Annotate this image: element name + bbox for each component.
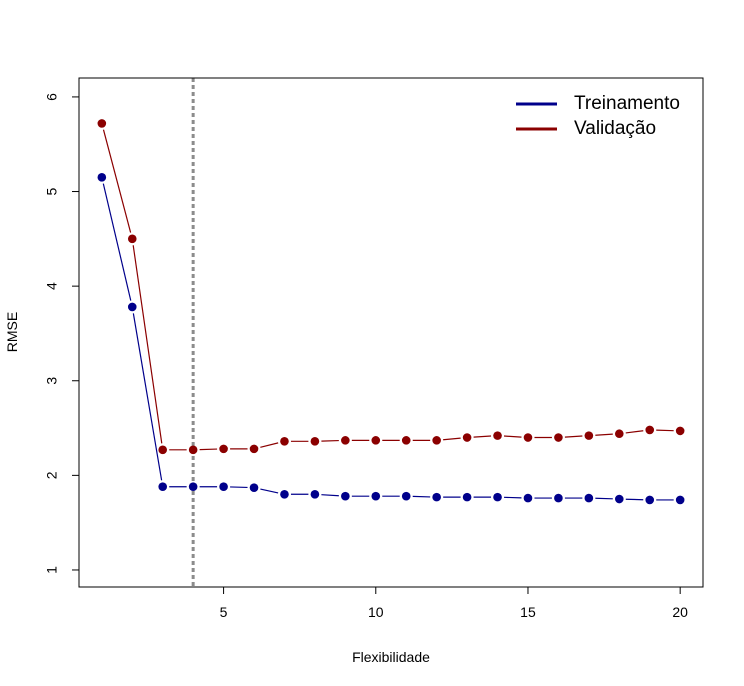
series-Validação	[97, 119, 685, 455]
series-segment	[321, 439, 339, 442]
data-point	[584, 431, 594, 440]
y-axis: 1 2 3 4 5 6	[44, 93, 80, 574]
series-segment	[132, 245, 163, 444]
x-axis-title: Flexibilidade	[352, 649, 430, 665]
data-point	[219, 482, 228, 492]
data-point	[310, 489, 320, 499]
data-point	[97, 173, 107, 182]
data-point	[188, 482, 198, 492]
data-point	[523, 433, 533, 442]
series-segment	[260, 442, 279, 448]
y-tick-label: 5	[44, 187, 60, 195]
data-point	[401, 436, 411, 445]
data-point	[584, 493, 594, 503]
data-point	[462, 433, 472, 442]
y-tick-label: 4	[44, 282, 60, 290]
data-point	[249, 444, 259, 454]
data-point	[462, 492, 472, 502]
series-segment	[595, 497, 613, 500]
data-point	[158, 445, 168, 455]
data-point	[554, 493, 563, 503]
data-point	[280, 437, 289, 446]
legend: Treinamento Validação	[516, 93, 680, 139]
data-point	[97, 119, 107, 128]
data-point	[341, 436, 350, 445]
y-tick-label: 1	[44, 566, 60, 574]
data-point	[249, 483, 259, 492]
x-axis: 5 10 15 20	[220, 586, 688, 620]
series-segment	[321, 494, 339, 497]
series-segment	[102, 129, 132, 233]
data-point	[188, 445, 198, 455]
x-tick-label: 10	[368, 604, 384, 620]
series-segment	[656, 429, 674, 432]
series-segment	[503, 435, 522, 438]
series-segment	[625, 430, 644, 434]
data-point	[645, 425, 655, 435]
legend-label: Validação	[574, 118, 656, 139]
series-segment	[102, 183, 132, 301]
data-point	[371, 491, 381, 501]
data-point	[554, 433, 563, 442]
x-tick-label: 5	[220, 604, 228, 620]
data-point	[493, 492, 502, 502]
data-point	[158, 482, 168, 492]
series-Treinamento	[97, 173, 685, 505]
x-tick-label: 15	[520, 604, 536, 620]
data-point	[614, 429, 624, 439]
series-segment	[564, 435, 583, 438]
series-segment	[230, 486, 248, 489]
data-point	[432, 436, 441, 445]
y-tick-label: 6	[44, 93, 60, 101]
x-tick-label: 20	[672, 604, 688, 620]
data-point	[219, 444, 228, 454]
y-tick-label: 3	[44, 377, 60, 385]
data-point	[645, 495, 655, 505]
data-point	[127, 234, 137, 244]
data-point	[493, 431, 502, 440]
data-point	[127, 302, 137, 312]
series-segment	[132, 313, 163, 481]
y-tick-label: 2	[44, 471, 60, 479]
series-segment	[260, 488, 279, 494]
series-segment	[473, 435, 492, 438]
series-segment	[625, 498, 644, 501]
data-point	[280, 489, 289, 499]
y-axis-title: RMSE	[4, 312, 20, 352]
series-segment	[199, 448, 218, 451]
data-point	[310, 437, 320, 446]
series-segment	[412, 495, 431, 498]
data-point	[341, 491, 350, 501]
series-segment	[595, 433, 613, 436]
data-point	[432, 492, 441, 502]
series-segment	[443, 437, 461, 441]
data-point	[675, 426, 685, 436]
plot-frame	[78, 77, 704, 588]
data-point	[401, 491, 411, 501]
data-point	[371, 436, 381, 445]
data-point	[523, 493, 533, 503]
data-point	[614, 494, 624, 504]
legend-label: Treinamento	[574, 93, 680, 114]
series-segment	[504, 496, 522, 499]
data-point	[675, 495, 685, 505]
